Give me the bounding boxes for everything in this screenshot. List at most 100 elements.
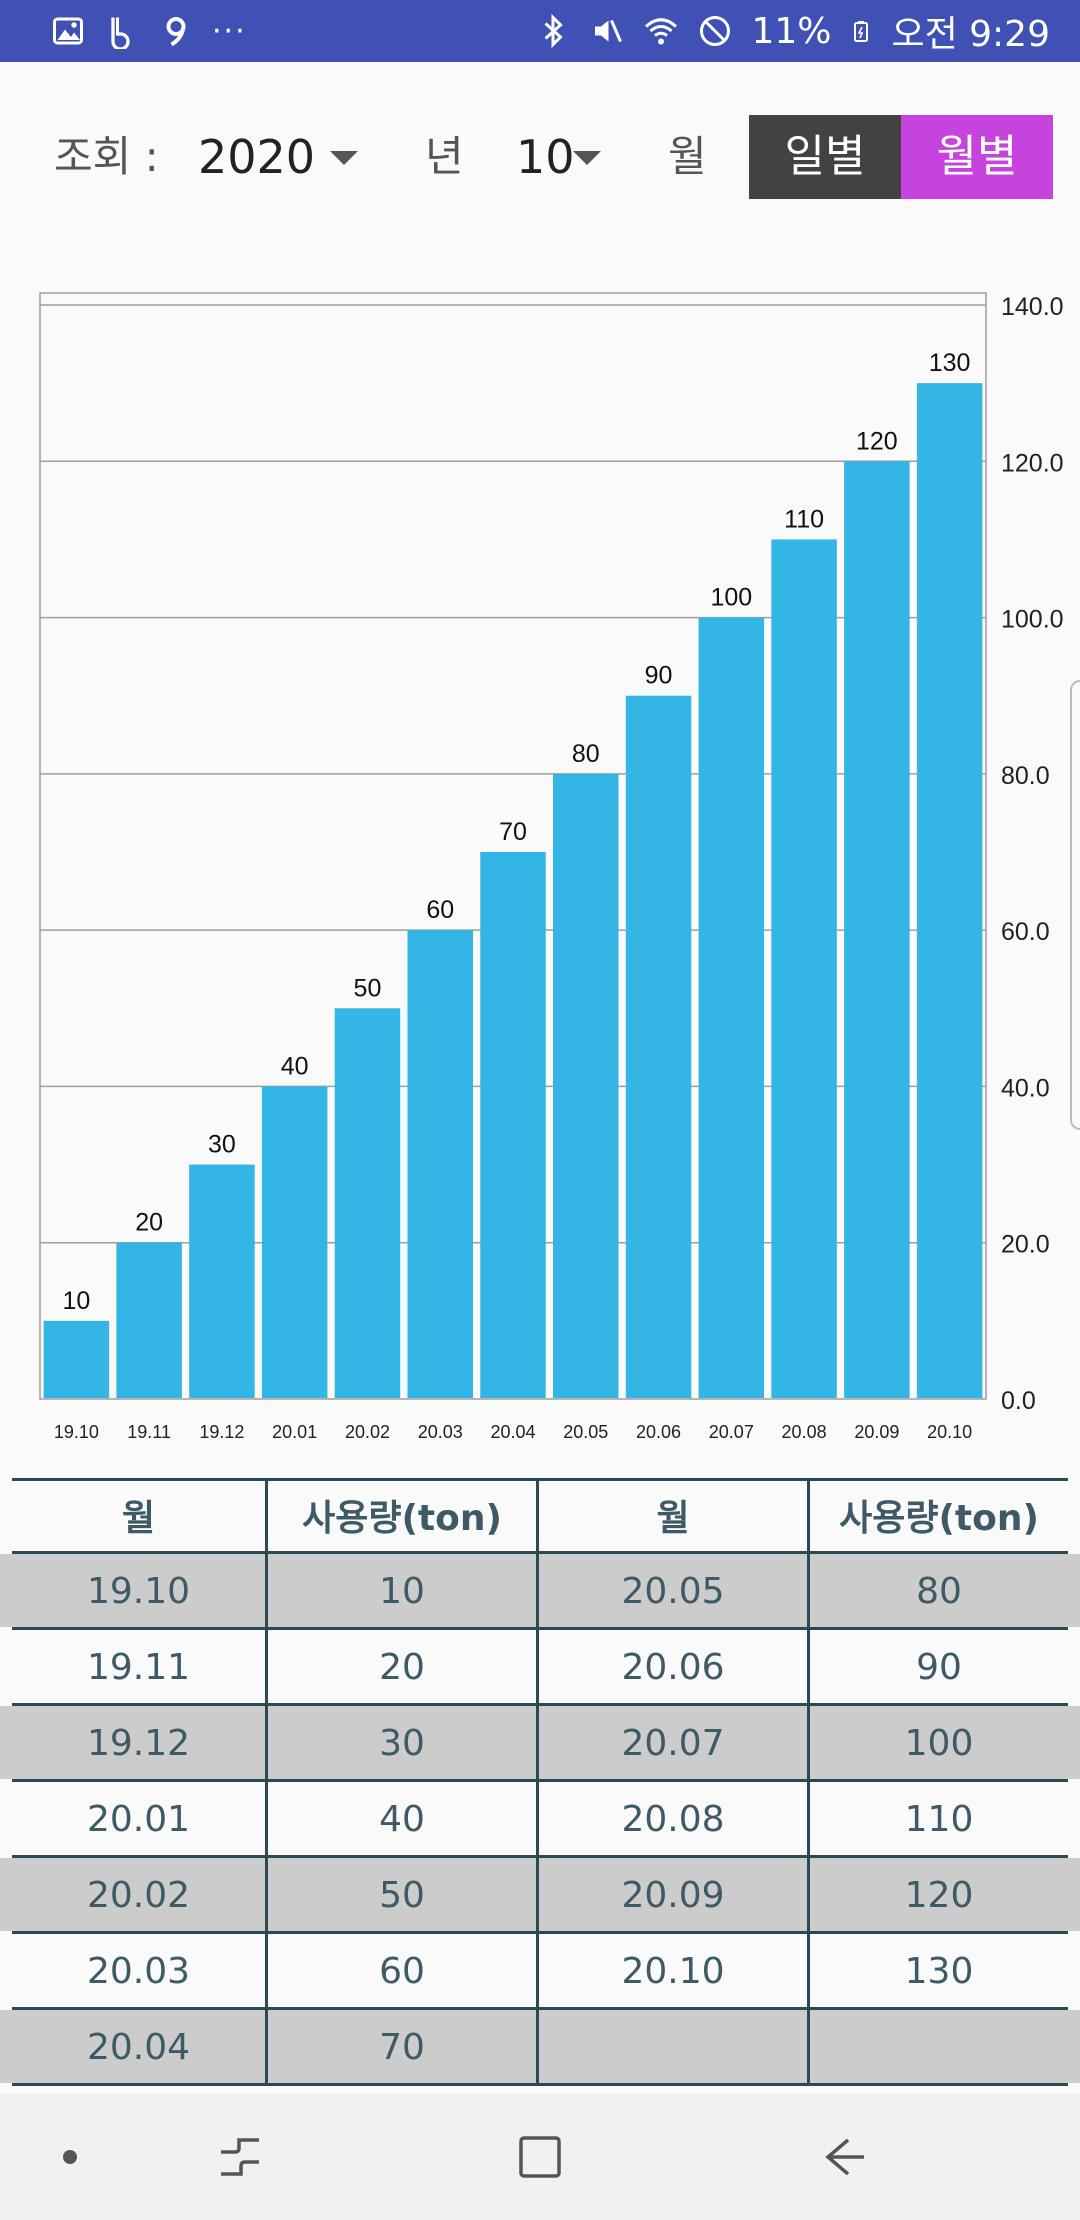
table-header-month-1: 월 (12, 1481, 268, 1551)
month-caret-icon (573, 151, 601, 165)
nine-app-icon (166, 17, 186, 47)
mute-icon (595, 19, 623, 43)
bar-value-label: 50 (354, 974, 382, 1002)
x-tick-label: 20.01 (272, 1422, 317, 1442)
block-icon (700, 16, 731, 46)
table-cell: 30 (268, 1706, 539, 1779)
more-notifications-icon: ··· (212, 13, 247, 49)
recent-apps-icon[interactable] (195, 2093, 285, 2220)
navigation-bar (0, 2093, 1080, 2220)
table-row: 20.04 70 (0, 2010, 1080, 2086)
chart-bar (407, 930, 473, 1398)
x-tick-label: 19.11 (127, 1422, 171, 1442)
table-cell: 19.11 (12, 1630, 268, 1703)
table-cell: 20.05 (539, 1554, 810, 1627)
year-dropdown[interactable]: 2020 (190, 115, 370, 199)
y-tick-label: 140.0 (1001, 293, 1064, 321)
home-icon[interactable] (495, 2093, 585, 2220)
chart-bar (189, 1164, 255, 1398)
edge-panel-handle[interactable] (1070, 680, 1080, 1130)
table-row: 20.03 60 20.10 130 (12, 1934, 1068, 2010)
table-cell: 50 (268, 1858, 539, 1931)
table-cell: 20.02 (12, 1858, 268, 1931)
bar-value-label: 10 (62, 1287, 90, 1315)
table-row: 19.12 30 20.07 100 (0, 1706, 1080, 1782)
query-controls: 조회 : 2020 년 10 월 일별 월별 (0, 115, 1080, 199)
x-tick-label: 20.04 (490, 1422, 535, 1442)
table-cell: 60 (268, 1934, 539, 2007)
table-cell: 20.08 (539, 1782, 810, 1855)
table-cell: 20.07 (539, 1706, 810, 1779)
chart-bar (844, 461, 910, 1398)
usage-table: 월 사용량(ton) 월 사용량(ton) 19.10 10 20.05 80 … (0, 1478, 1080, 2086)
x-tick-label: 19.10 (54, 1422, 99, 1442)
table-cell: 10 (268, 1554, 539, 1627)
bar-value-label: 30 (208, 1131, 236, 1159)
table-cell: 40 (268, 1782, 539, 1855)
table-cell: 120 (904, 1875, 974, 1916)
chart-bar (553, 773, 619, 1398)
month-value: 10 (516, 130, 575, 184)
table-cell: 20.01 (12, 1782, 268, 1855)
chart-bar (480, 852, 546, 1398)
bar-value-label: 80 (572, 740, 600, 768)
gallery-icon (53, 17, 83, 45)
table-cell: 80 (916, 1571, 962, 1612)
table-cell: 90 (916, 1647, 962, 1688)
table-cell: 20.09 (539, 1858, 810, 1931)
y-tick-label: 100.0 (1001, 606, 1064, 634)
x-tick-label: 20.03 (418, 1422, 463, 1442)
month-unit-label: 월 (668, 132, 707, 181)
status-bar-right: 11% 오전 9:29 (535, 5, 1050, 57)
chart-bar (116, 1242, 182, 1398)
monthly-button[interactable]: 월별 (901, 115, 1053, 199)
chart-bar (916, 383, 983, 1399)
table-cell: 110 (904, 1799, 974, 1840)
table-cell (810, 2010, 1068, 2083)
y-tick-label: 80.0 (1001, 762, 1050, 790)
chart-plot-frame (39, 292, 987, 1400)
query-label: 조회 : (54, 132, 159, 181)
bar-value-label: 20 (135, 1209, 163, 1237)
table-row: 19.10 10 20.05 80 (0, 1554, 1080, 1630)
bar-value-label: 110 (784, 505, 824, 533)
chart-bar (261, 1086, 328, 1398)
table-cell: 70 (268, 2010, 539, 2083)
bar-value-label: 130 (929, 349, 971, 377)
chart-bar (698, 617, 765, 1398)
y-tick-label: 60.0 (1001, 918, 1050, 946)
x-tick-label: 20.06 (636, 1422, 681, 1442)
x-tick-label: 20.10 (927, 1422, 972, 1442)
y-tick-label: 40.0 (1001, 1074, 1050, 1102)
table-header-usage-2: 사용량(ton) (839, 1498, 1039, 1539)
x-tick-label: 20.09 (854, 1422, 899, 1442)
bar-value-label: 40 (281, 1052, 309, 1080)
table-cell: 19.10 (12, 1554, 268, 1627)
table-cell: 20 (268, 1630, 539, 1703)
back-icon[interactable] (800, 2093, 890, 2220)
table-row: 19.11 20 20.06 90 (12, 1630, 1068, 1706)
y-tick-label: 120.0 (1001, 449, 1064, 477)
status-bar-left: ··· (50, 13, 247, 49)
table-cell: 20.10 (539, 1934, 810, 2007)
bar-value-label: 90 (645, 662, 673, 690)
chart-bar (334, 1008, 401, 1398)
table-row: 20.02 50 20.09 120 (0, 1858, 1080, 1934)
table-cell (539, 2010, 810, 2083)
x-tick-label: 20.05 (563, 1422, 608, 1442)
table-header-month-2: 월 (539, 1481, 810, 1551)
x-tick-label: 19.12 (199, 1422, 244, 1442)
battery-percent: 11% (751, 10, 832, 52)
status-bar: ··· 11% 오전 9:29 (0, 0, 1080, 62)
daily-button[interactable]: 일별 (749, 115, 901, 199)
dot-icon[interactable] (30, 2093, 110, 2220)
table-cell: 20.06 (539, 1630, 810, 1703)
bar-value-label: 60 (426, 896, 454, 924)
table-cell: 20.04 (12, 2010, 268, 2083)
chart-bar (43, 1320, 110, 1398)
y-tick-label: 0.0 (1001, 1387, 1036, 1415)
x-tick-label: 20.02 (345, 1422, 390, 1442)
year-value: 2020 (198, 130, 316, 184)
month-dropdown[interactable]: 10 (508, 115, 608, 199)
bluetooth-icon (544, 13, 564, 49)
